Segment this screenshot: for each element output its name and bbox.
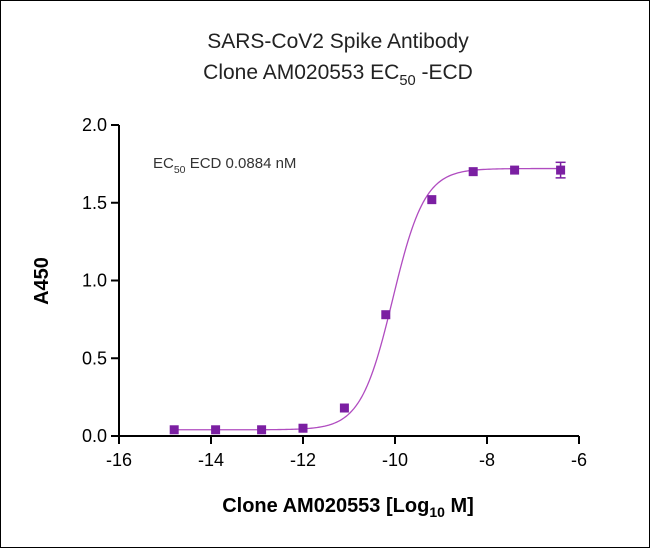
data-point [427, 195, 437, 205]
data-point [169, 425, 179, 435]
y-axis-label: A450 [31, 257, 53, 305]
x-tick-label: -14 [198, 450, 224, 470]
y-tick-label: 2.0 [82, 115, 107, 135]
data-point [339, 403, 349, 413]
y-tick-label: 1.0 [82, 271, 107, 291]
x-tick-label: -8 [479, 450, 495, 470]
x-tick-label: -6 [571, 450, 587, 470]
y-tick-label: 0.0 [82, 426, 107, 446]
y-tick-label: 0.5 [82, 348, 107, 368]
data-point [298, 423, 308, 433]
x-tick-label: -16 [106, 450, 132, 470]
data-point [381, 310, 391, 320]
data-point [468, 167, 478, 177]
data-point [257, 425, 267, 435]
axis-ticks: 0.0 0.5 1.0 1.5 2.0 -16 -14 -12 -10 -8 -6 [82, 115, 587, 470]
y-tick-label: 1.5 [82, 193, 107, 213]
data-point [211, 425, 221, 435]
ec50-annotation: EC50 ECD 0.0884 nM [153, 155, 296, 176]
x-tick-label: -10 [382, 450, 408, 470]
data-point [556, 165, 566, 175]
fit-curve [174, 167, 561, 431]
chart-title-line2: Clone AM020553 EC50 -ECD [203, 61, 473, 89]
fit-curve-layer [174, 167, 561, 431]
x-tick-label: -12 [290, 450, 316, 470]
x-axis-label: Clone AM020553 [Log10 M] [222, 495, 474, 520]
chart-title-line1: SARS-CoV2 Spike Antibody [207, 30, 469, 53]
data-point [510, 165, 520, 175]
data-points [169, 161, 566, 435]
